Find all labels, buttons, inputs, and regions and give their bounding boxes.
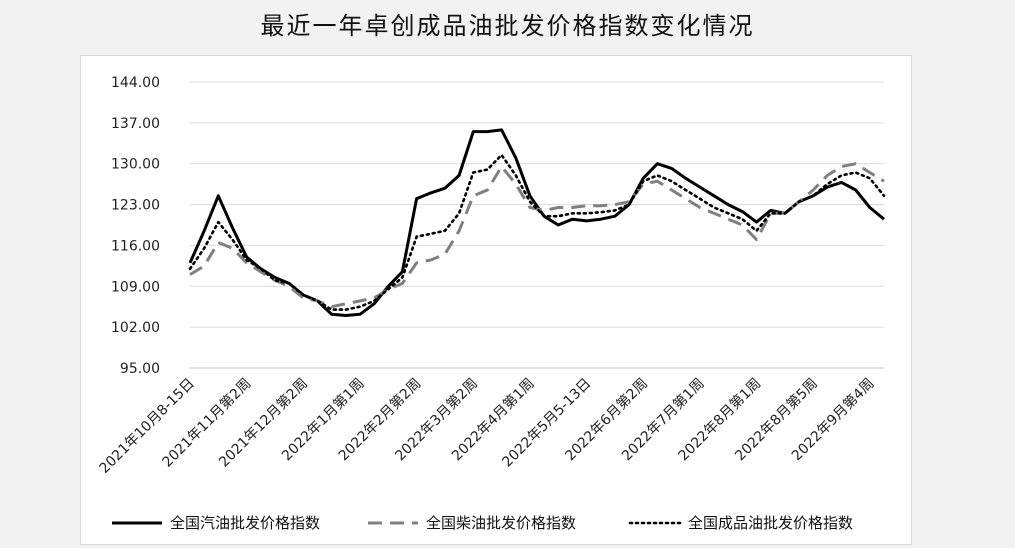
series-line-2 — [189, 162, 885, 309]
y-tick-label: 116.00 — [111, 238, 160, 254]
legend-label-2: 全国柴油批发价格指数 — [426, 514, 576, 532]
y-tick-label: 130.00 — [111, 157, 160, 173]
chart-title: 最近一年卓创成品油批发价格指数变化情况 — [260, 12, 755, 40]
y-tick-label: 102.00 — [111, 320, 160, 336]
y-tick-label: 137.00 — [111, 116, 160, 132]
y-tick-label: 144.00 — [111, 75, 160, 91]
legend-label-1: 全国汽油批发价格指数 — [170, 514, 320, 532]
series-line-1 — [188, 128, 885, 317]
x-tick-label: 2021年10月8-15日 — [97, 376, 198, 477]
y-tick-label: 109.00 — [111, 279, 160, 295]
chart-frame — [80, 55, 912, 545]
y-tick-label: 95.00 — [120, 361, 160, 377]
y-tick-label: 123.00 — [111, 198, 160, 214]
legend-label-3: 全国成品油批发价格指数 — [688, 514, 853, 532]
series-line-3 — [188, 153, 886, 311]
